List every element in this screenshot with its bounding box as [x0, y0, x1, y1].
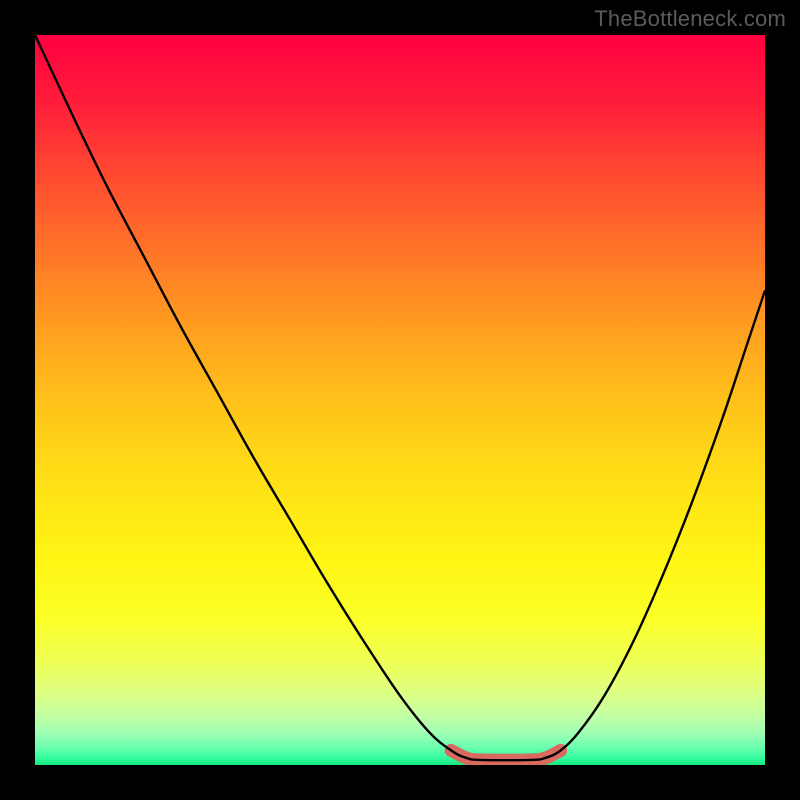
bottleneck-curve [35, 35, 765, 760]
watermark-text: TheBottleneck.com [594, 6, 786, 32]
plot-area [35, 35, 765, 765]
curve-layer [35, 35, 765, 765]
